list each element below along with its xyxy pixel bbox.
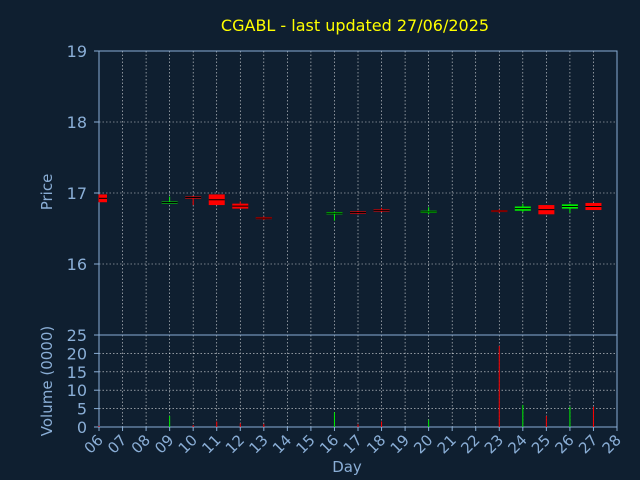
x-tick-label: 10 <box>175 431 201 457</box>
volume-tick-label: 20 <box>67 344 87 363</box>
x-tick-label: 07 <box>104 431 130 457</box>
volume-tick-label: 5 <box>77 400 87 419</box>
x-tick-label: 17 <box>340 431 366 457</box>
x-tick-label: 16 <box>316 431 342 457</box>
x-ticks: 0607080910111213141516171819202122232425… <box>81 427 625 457</box>
x-tick-label: 08 <box>128 431 154 457</box>
x-tick-label: 20 <box>410 431 436 457</box>
x-tick-label: 28 <box>599 431 625 457</box>
x-tick-label: 14 <box>269 431 295 457</box>
price-y-ticks: 16 17 18 19 <box>67 42 99 274</box>
x-tick-label: 21 <box>434 431 460 457</box>
x-axis-label: Day <box>332 458 362 476</box>
x-tick-label: 23 <box>481 431 507 457</box>
x-tick-label: 24 <box>504 431 530 457</box>
volume-grid <box>99 335 617 427</box>
volume-tick-label: 0 <box>77 418 87 437</box>
volume-axis-label: Volume (0000) <box>38 326 56 436</box>
x-tick-label: 12 <box>222 431 248 457</box>
candles <box>98 194 602 221</box>
x-tick-label: 13 <box>245 431 271 457</box>
price-tick-label: 18 <box>67 113 87 132</box>
x-tick-label: 09 <box>151 431 177 457</box>
volume-bars <box>98 346 594 427</box>
x-tick-label: 27 <box>575 431 601 457</box>
volume-tick-label: 15 <box>67 363 87 382</box>
price-grid <box>99 51 617 335</box>
price-tick-label: 16 <box>67 255 87 274</box>
x-tick-label: 18 <box>363 431 389 457</box>
x-tick-label: 19 <box>387 431 413 457</box>
x-tick-label: 25 <box>528 431 554 457</box>
price-tick-label: 17 <box>67 184 87 203</box>
x-tick-label: 26 <box>552 431 578 457</box>
x-tick-label: 11 <box>198 431 224 457</box>
price-axis-label: Price <box>38 174 56 211</box>
chart-title: CGABL - last updated 27/06/2025 <box>221 16 489 35</box>
volume-tick-label: 25 <box>67 326 87 345</box>
volume-tick-label: 10 <box>67 381 87 400</box>
price-tick-label: 19 <box>67 42 87 61</box>
x-tick-label: 22 <box>457 431 483 457</box>
x-tick-label: 15 <box>293 431 319 457</box>
